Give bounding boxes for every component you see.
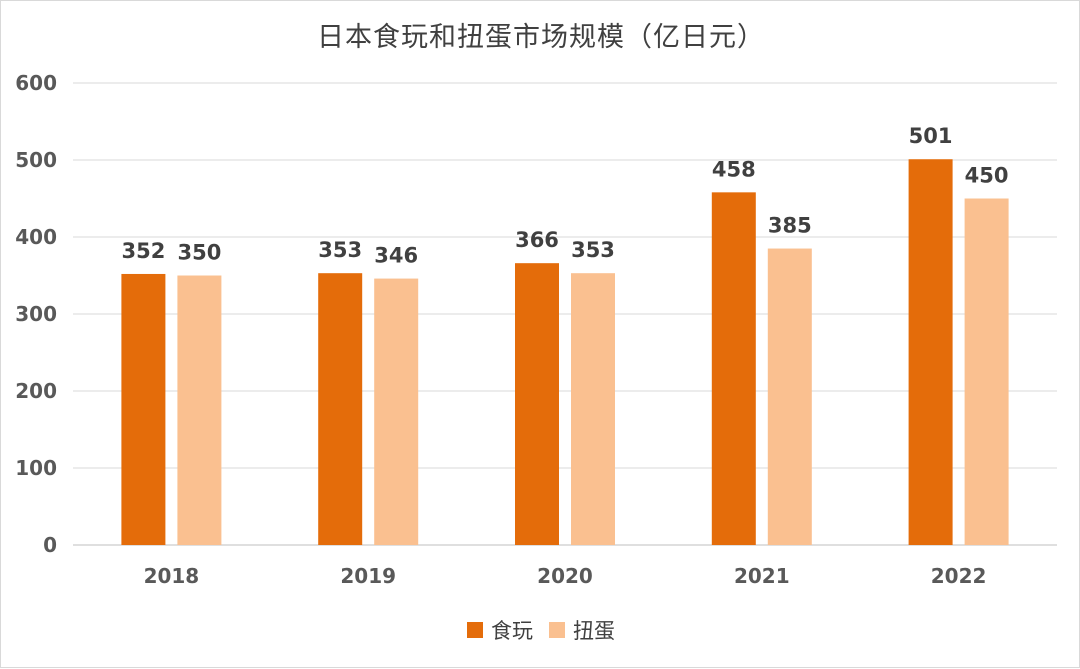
bar-2021-series-0[interactable] xyxy=(711,192,756,545)
y-tick-label: 600 xyxy=(15,71,57,95)
legend-label-series-1: 扭蛋 xyxy=(573,619,615,643)
y-tick-label: 500 xyxy=(15,148,57,172)
data-label: 352 xyxy=(121,239,165,263)
y-tick-label: 400 xyxy=(15,225,57,249)
data-label: 458 xyxy=(712,157,756,181)
bar-2021-series-1[interactable] xyxy=(767,248,812,546)
y-tick-label: 100 xyxy=(15,456,57,480)
data-label: 346 xyxy=(374,244,418,268)
y-tick-label: 200 xyxy=(15,379,57,403)
legend-item-series-1[interactable]: 扭蛋 xyxy=(549,615,615,645)
bar-2019-series-0[interactable] xyxy=(318,273,363,545)
data-labels: 352 350 353 346 366 353 458 385 501 450 xyxy=(121,124,1008,267)
x-tick-label: 2022 xyxy=(931,564,987,588)
x-tick-label: 2021 xyxy=(734,564,790,588)
bar-2019-series-1[interactable] xyxy=(374,278,419,545)
data-label: 385 xyxy=(768,214,812,238)
gridlines xyxy=(73,82,1057,546)
legend-swatch-series-1 xyxy=(549,622,565,638)
x-tick-labels: 2018 2019 2020 2021 2022 xyxy=(144,564,987,588)
data-label: 501 xyxy=(909,124,953,148)
bar-2022-series-0[interactable] xyxy=(908,159,953,546)
data-label: 353 xyxy=(318,238,362,262)
bar-2018-series-0[interactable] xyxy=(121,273,166,545)
bar-2020-series-1[interactable] xyxy=(571,273,615,545)
data-label: 350 xyxy=(177,241,221,265)
data-label: 353 xyxy=(571,238,615,262)
y-tick-labels: 0 100 200 300 400 500 600 xyxy=(15,71,57,557)
bar-2022-series-1[interactable] xyxy=(964,198,1009,546)
chart-title: 日本食玩和扭蛋市场规模（亿日元） xyxy=(317,22,765,53)
data-label: 366 xyxy=(515,228,559,252)
bar-2020-series-0[interactable] xyxy=(515,263,559,545)
y-tick-label: 300 xyxy=(15,302,57,326)
x-tick-label: 2019 xyxy=(340,564,396,588)
x-tick-label: 2020 xyxy=(537,564,593,588)
bar-2018-series-1[interactable] xyxy=(177,275,222,546)
legend-item-series-0[interactable]: 食玩 xyxy=(467,615,533,645)
y-tick-label: 0 xyxy=(43,533,57,557)
data-label: 450 xyxy=(965,164,1009,188)
legend-swatch-series-0 xyxy=(467,622,483,638)
legend: 食玩 扭蛋 xyxy=(1,615,1080,645)
legend-label-series-0: 食玩 xyxy=(491,619,533,643)
x-tick-label: 2018 xyxy=(144,564,200,588)
bars xyxy=(121,159,1009,546)
